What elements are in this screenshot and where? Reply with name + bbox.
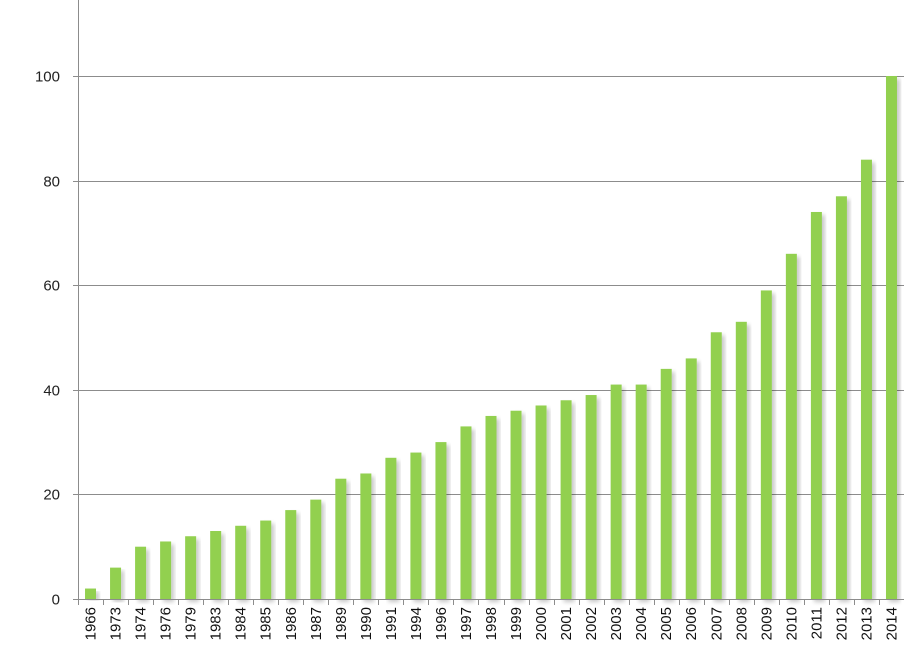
y-tick-label: 60 <box>43 278 60 295</box>
bar-2012 <box>835 196 847 600</box>
bar-1974 <box>135 546 147 599</box>
x-tick-label: 1998 <box>483 607 500 640</box>
y-tick-label: 40 <box>43 383 60 400</box>
x-tick-label: 1986 <box>283 607 300 640</box>
bar-2003 <box>610 384 622 599</box>
x-tick-label: 1990 <box>358 607 375 640</box>
x-tick-label: 2002 <box>583 607 600 640</box>
x-tick-label: 2010 <box>783 607 800 640</box>
bar-1984 <box>235 525 247 599</box>
bar-1994 <box>410 452 422 599</box>
bar-1985 <box>260 520 272 599</box>
x-tick-label: 1979 <box>183 607 200 640</box>
axes <box>73 0 904 605</box>
y-tick-label: 100 <box>35 69 60 86</box>
bar-1986 <box>285 510 297 599</box>
x-tick-label: 2014 <box>884 607 901 640</box>
y-tick-label: 0 <box>52 592 60 609</box>
bar-2014 <box>885 76 897 599</box>
x-tick-label: 2000 <box>533 607 550 640</box>
x-tick-label: 1997 <box>458 607 475 640</box>
x-tick-label: 1991 <box>383 607 400 640</box>
bar-1979 <box>185 536 197 599</box>
x-tick-label: 2008 <box>733 607 750 640</box>
x-tick-label: 1983 <box>208 607 225 640</box>
bar-2009 <box>760 290 772 599</box>
x-tick-label: 1987 <box>308 607 325 640</box>
x-tick-label: 1985 <box>258 607 275 640</box>
y-axis-tick-labels: 0 20 40 60 80 100 <box>35 69 60 609</box>
bar-1999 <box>510 410 522 599</box>
bar-2008 <box>735 321 747 599</box>
x-axis-tick-labels: 1966 1973 1974 1976 1979 1983 1984 1985 1986 1987… <box>83 607 901 640</box>
x-tick-label: 2013 <box>859 607 876 640</box>
bar-1989 <box>335 478 347 599</box>
bar-1966 <box>85 588 97 599</box>
y-tick-label: 20 <box>43 487 60 504</box>
x-tick-label: 1996 <box>433 607 450 640</box>
x-tick-label: 2011 <box>808 607 825 639</box>
x-tick-label: 2007 <box>708 607 725 640</box>
bar-1976 <box>160 541 172 599</box>
bar-1987 <box>310 499 322 599</box>
bar-1990 <box>360 473 372 599</box>
x-tick-label: 1999 <box>508 607 525 640</box>
bar-2002 <box>585 395 597 599</box>
x-tick-label: 2009 <box>758 607 775 640</box>
x-tick-label: 1976 <box>158 607 175 640</box>
x-tick-label: 2012 <box>833 607 850 640</box>
bar-2000 <box>535 405 547 599</box>
bar-2005 <box>660 368 672 599</box>
y-tick-label: 80 <box>43 174 60 191</box>
bar-2001 <box>560 400 572 599</box>
bar-1998 <box>485 415 497 599</box>
x-tick-label: 1984 <box>233 607 250 640</box>
bar-1997 <box>460 426 472 599</box>
x-tick-label: 1974 <box>133 607 150 640</box>
x-tick-label: 1989 <box>333 607 350 640</box>
bar-2004 <box>635 384 647 599</box>
bar-1991 <box>385 457 397 599</box>
x-tick-label: 2005 <box>658 607 675 640</box>
bars <box>85 76 897 600</box>
x-tick-label: 1966 <box>83 607 100 640</box>
bar-2013 <box>860 159 872 599</box>
x-tick-label: 2001 <box>558 607 575 640</box>
bar-2010 <box>785 253 797 599</box>
bar-2006 <box>685 358 697 599</box>
x-tick-label: 1994 <box>408 607 425 640</box>
bar-1983 <box>210 531 222 599</box>
bar-1973 <box>110 567 122 599</box>
x-tick-label: 2003 <box>608 607 625 640</box>
x-tick-label: 2004 <box>633 607 650 640</box>
bar-1996 <box>435 442 447 599</box>
bar-2011 <box>810 211 822 600</box>
bar-2007 <box>710 332 722 599</box>
x-tick-label: 2006 <box>683 607 700 640</box>
x-tick-label: 1973 <box>108 607 125 640</box>
